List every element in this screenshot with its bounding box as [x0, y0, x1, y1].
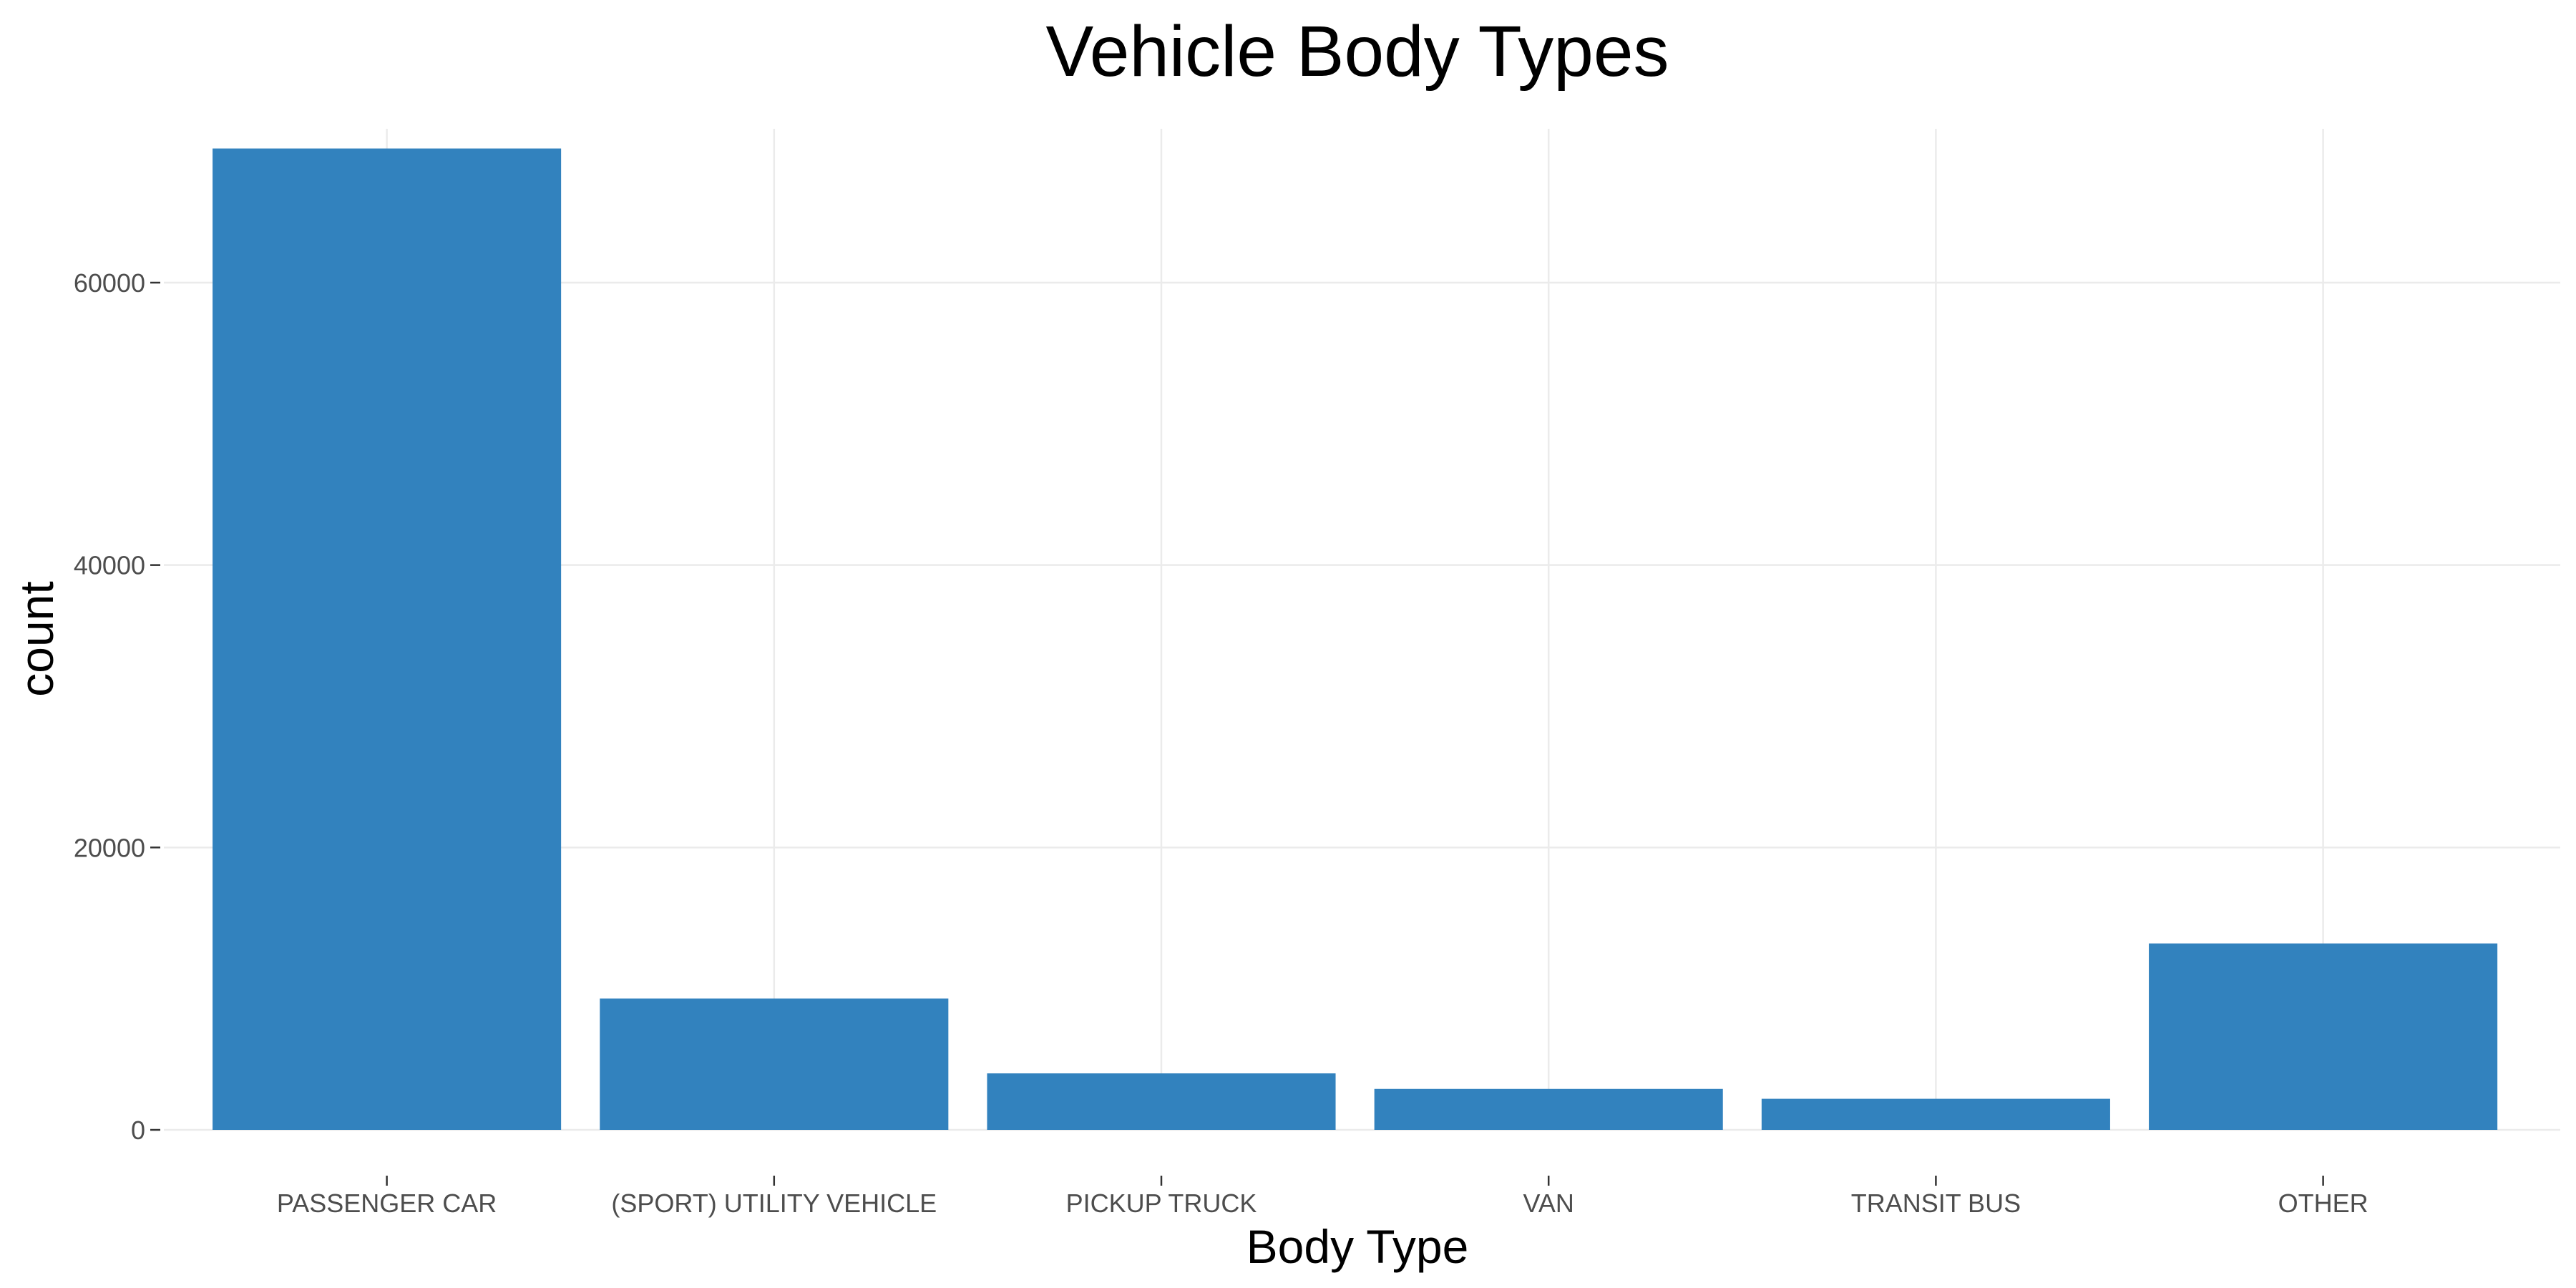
x-tick-label: OTHER: [2278, 1189, 2368, 1218]
bar-pickup-truck: [987, 1073, 1336, 1130]
axes: 0 20000 40000 60000 PASSENGER CAR (SPORT) UTI…: [74, 268, 2368, 1218]
x-tick-label: (SPORT) UTILITY VEHICLE: [611, 1189, 937, 1218]
x-tick-label: PICKUP TRUCK: [1066, 1189, 1257, 1218]
x-tick-label: PASSENGER CAR: [277, 1189, 497, 1218]
bar-other: [2149, 943, 2498, 1130]
y-tick-label: 0: [131, 1116, 145, 1145]
x-tick-label: TRANSIT BUS: [1851, 1189, 2021, 1218]
bar-van: [1374, 1088, 1723, 1130]
x-axis-title: Body Type: [1246, 1220, 1469, 1273]
y-tick-label: 60000: [74, 268, 145, 298]
bars: [213, 148, 2498, 1131]
y-tick-label: 40000: [74, 551, 145, 580]
bar-passenger-car: [213, 148, 562, 1131]
y-tick-label: 20000: [74, 833, 145, 862]
chart-title: Vehicle Body Types: [1046, 11, 1669, 92]
bar-transit-bus: [1761, 1098, 2110, 1130]
y-axis-title: count: [10, 581, 63, 696]
bar-sport-utility-vehicle: [600, 998, 949, 1130]
x-tick-label: VAN: [1523, 1189, 1574, 1218]
